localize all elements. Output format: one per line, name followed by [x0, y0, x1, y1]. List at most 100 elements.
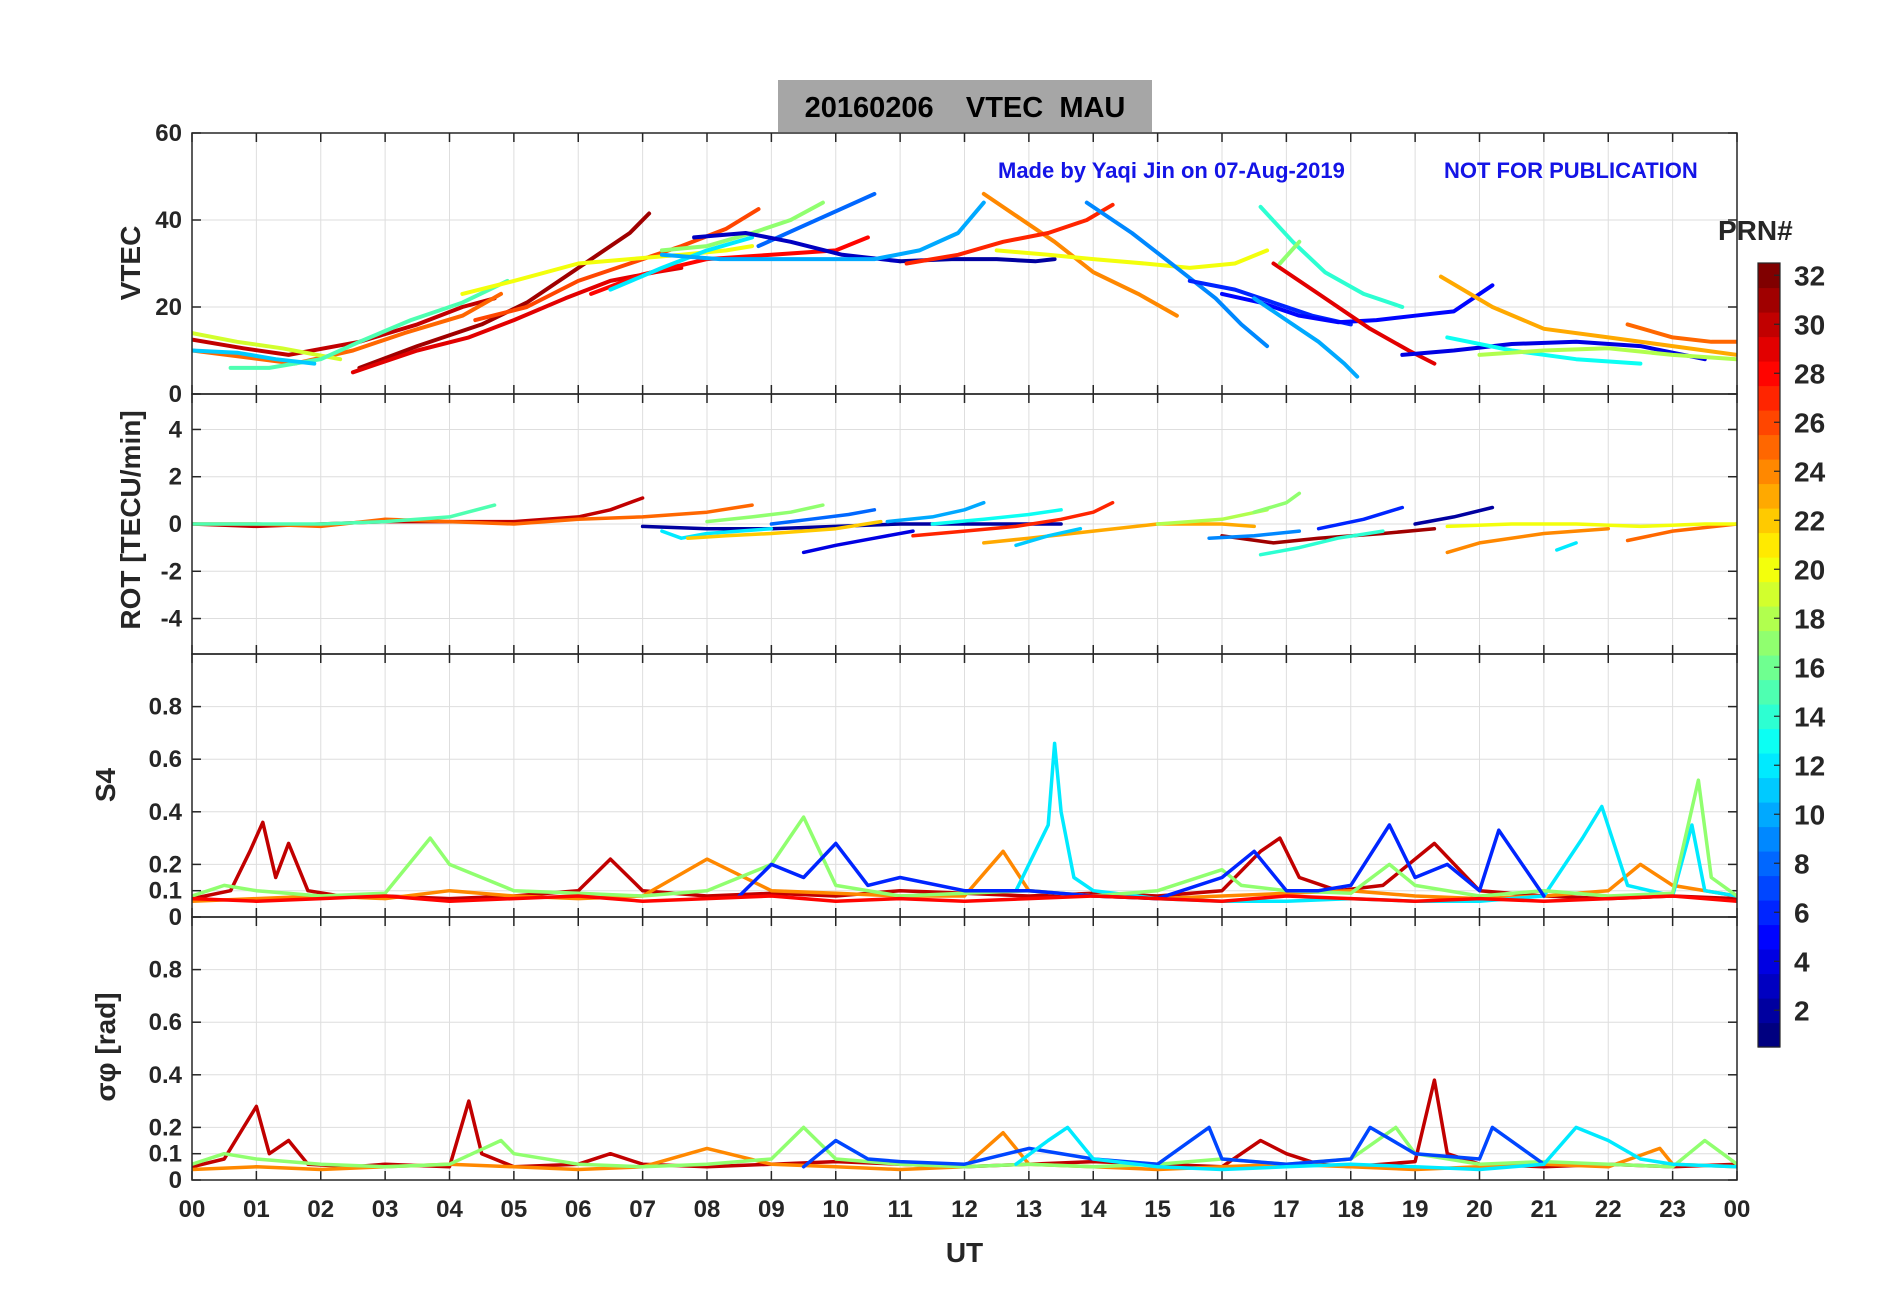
series-prn-4 [801, 529, 915, 555]
series-prn-17 [192, 778, 1737, 898]
series-prn-24 [1445, 526, 1611, 555]
credit-text: Made by Yaqi Jin on 07-Aug-2019 [998, 158, 1345, 183]
series-prn-12 [1014, 741, 1737, 903]
x-tick-label: 12 [951, 1196, 978, 1223]
series-prn-24 [981, 191, 1179, 318]
colorbar-cell-24 [1758, 459, 1780, 485]
colorbar-tick-label: 22 [1794, 505, 1825, 536]
y-tick-label: 0.4 [149, 799, 183, 826]
colorbar-tick-label: 26 [1794, 407, 1825, 438]
series-prn-27 [911, 500, 1115, 538]
series-group [192, 1078, 1737, 1172]
colorbar-cell-7 [1758, 875, 1780, 901]
x-tick-label: 06 [565, 1196, 592, 1223]
series-prn-12 [608, 235, 755, 292]
colorbar-cell-16 [1758, 655, 1780, 681]
series-prn-7 [801, 1125, 1546, 1169]
colorbar-tick-label: 2 [1794, 995, 1810, 1026]
series-prn-20 [994, 248, 1270, 270]
y-tick-label: 2 [169, 464, 182, 491]
colorbar-cell-21 [1758, 532, 1780, 558]
panel-frame [191, 916, 1738, 1181]
colorbar-cell-6 [1758, 900, 1780, 926]
series-prn-15 [228, 278, 510, 370]
y-tick-label: 0.2 [149, 1114, 182, 1141]
figure-title: 20160206 VTEC MAU [805, 92, 1126, 124]
series-prn-19 [192, 331, 343, 362]
series-prn-12 [1555, 541, 1578, 552]
y-axis-label: σφ [rad] [90, 992, 121, 1101]
series-prn-10 [659, 200, 986, 262]
series-prn-12 [1014, 1125, 1737, 1172]
series-prn-22 [685, 519, 883, 540]
colorbar-cell-18 [1758, 606, 1780, 632]
colorbar-tick-label: 6 [1794, 897, 1810, 928]
x-tick-label: 20 [1466, 1196, 1493, 1223]
series-prn-6 [1187, 278, 1353, 327]
colorbar-tick-label: 30 [1794, 309, 1825, 340]
y-tick-label: 0 [169, 381, 182, 408]
series-prn-29 [350, 265, 684, 375]
x-tick-label: 01 [243, 1196, 270, 1223]
series-prn-17 [192, 1125, 1737, 1169]
series-prn-26 [473, 207, 761, 323]
series-prn-31 [357, 211, 652, 370]
x-tick-label: 02 [307, 1196, 334, 1223]
colorbar-tick-label: 12 [1794, 750, 1825, 781]
x-tick-label: 00 [1724, 1196, 1751, 1223]
y-tick-label: 0.1 [149, 878, 182, 905]
colorbar-cell-11 [1758, 777, 1780, 803]
panel-2: -4 -2 0 2 4 ROT [TECU/min] [115, 393, 1738, 655]
x-tick-label: 14 [1080, 1196, 1107, 1223]
panel-4: 00.10.2 0.4 0.6 0.8 σφ [rad] 00 01 02 03 04 05 06 07… [90, 916, 1751, 1268]
colorbar-cell-17 [1758, 630, 1780, 656]
colorbar-cell-8 [1758, 851, 1780, 877]
y-tick-label: 0 [169, 1167, 182, 1194]
colorbar-cell-29 [1758, 336, 1780, 362]
x-tick-label: 23 [1659, 1196, 1686, 1223]
colorbar-cell-1 [1758, 1022, 1780, 1048]
y-tick-label: 0.6 [149, 746, 182, 773]
colorbar-label: PRN# [1718, 215, 1793, 246]
colorbar-cell-12 [1758, 753, 1780, 779]
series-prn-14 [1258, 529, 1385, 557]
series-prn-18 [1155, 508, 1269, 526]
colorbar-tick-label: 24 [1794, 456, 1826, 487]
y-tick-label: 0.8 [149, 957, 182, 984]
x-tick-label: 21 [1531, 1196, 1558, 1223]
panel-1: 0 20 40 60 VTEC [115, 120, 1738, 408]
y-tick-label: -2 [161, 558, 182, 585]
series-prn-25 [1625, 322, 1737, 344]
colorbar-tick-label: 16 [1794, 652, 1825, 683]
colorbar-cell-31 [1758, 287, 1780, 313]
colorbar-tick-label: 20 [1794, 554, 1825, 585]
series-prn-25 [1625, 522, 1737, 543]
series-prn-15 [192, 503, 497, 526]
colorbar-cell-19 [1758, 581, 1780, 607]
colorbar-cell-25 [1758, 434, 1780, 460]
x-tick-label: 03 [372, 1196, 399, 1223]
y-tick-label: 40 [155, 207, 182, 234]
y-tick-label: 0 [169, 511, 182, 538]
y-tick-label: 20 [155, 294, 182, 321]
series-prn-13 [930, 508, 1063, 526]
panel-3: 00.10.2 0.4 0.6 0.8 S4 [90, 653, 1738, 931]
y-tick-label: 0.2 [149, 851, 182, 878]
series-prn-20 [460, 244, 755, 296]
y-tick-label: 60 [155, 120, 182, 147]
x-tick-label: 16 [1209, 1196, 1236, 1223]
y-tick-label: 0.6 [149, 1009, 182, 1036]
series-prn-10 [1252, 296, 1360, 379]
notice-text: NOT FOR PUBLICATION [1444, 158, 1698, 183]
colorbar-cell-2 [1758, 998, 1780, 1024]
series-prn-11 [1014, 526, 1083, 548]
x-tick-label: 17 [1273, 1196, 1300, 1223]
series-prn-4 [1400, 339, 1707, 362]
colorbar-tick-label: 4 [1794, 946, 1810, 977]
series-group [192, 491, 1737, 557]
x-tick-label: 18 [1337, 1196, 1364, 1223]
x-tick-label: 07 [629, 1196, 656, 1223]
